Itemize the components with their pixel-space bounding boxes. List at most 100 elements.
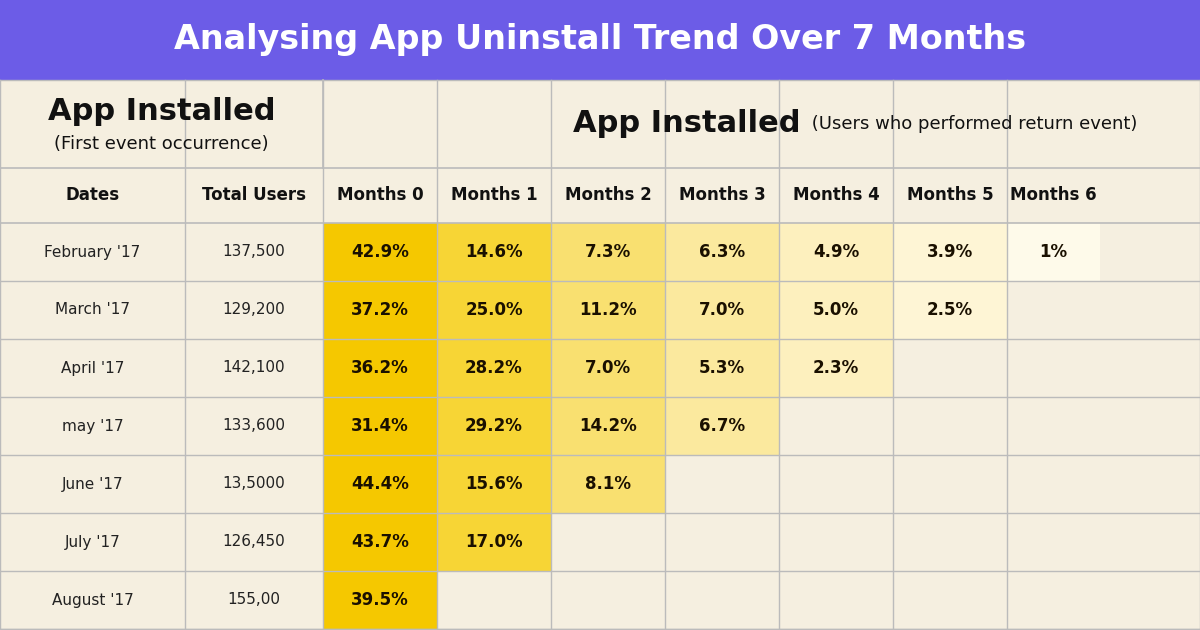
Text: August '17: August '17	[52, 592, 133, 607]
Text: Analysing App Uninstall Trend Over 7 Months: Analysing App Uninstall Trend Over 7 Mon…	[174, 23, 1026, 57]
Bar	[1007, 455, 1100, 513]
Bar	[185, 223, 323, 281]
Bar	[0, 168, 1200, 223]
Text: 2.5%: 2.5%	[926, 301, 973, 319]
Text: (First event occurrence): (First event occurrence)	[54, 135, 269, 153]
Text: February '17: February '17	[44, 244, 140, 260]
Bar	[0, 513, 185, 571]
Text: July '17: July '17	[65, 534, 120, 549]
Bar	[323, 513, 437, 571]
Text: (Users who performed return event): (Users who performed return event)	[806, 115, 1138, 133]
Text: 2.3%: 2.3%	[812, 359, 859, 377]
Bar	[779, 339, 893, 397]
Bar	[665, 513, 779, 571]
Bar	[779, 513, 893, 571]
Bar	[665, 281, 779, 339]
Bar	[893, 223, 1007, 281]
Bar	[1007, 223, 1100, 281]
Text: 8.1%: 8.1%	[586, 475, 631, 493]
Text: Months 4: Months 4	[793, 186, 880, 205]
Bar	[437, 281, 551, 339]
Text: 142,100: 142,100	[223, 360, 286, 375]
Bar	[893, 339, 1007, 397]
Text: may '17: may '17	[61, 418, 124, 433]
Bar	[185, 571, 323, 629]
Text: 15.6%: 15.6%	[466, 475, 523, 493]
Bar	[437, 339, 551, 397]
Bar	[665, 223, 779, 281]
Bar	[437, 455, 551, 513]
Text: 14.2%: 14.2%	[580, 417, 637, 435]
Bar	[665, 571, 779, 629]
Bar	[185, 339, 323, 397]
Text: 37.2%: 37.2%	[352, 301, 409, 319]
Text: 133,600: 133,600	[222, 418, 286, 433]
Text: April '17: April '17	[61, 360, 124, 375]
Text: 14.6%: 14.6%	[466, 243, 523, 261]
Text: Months 2: Months 2	[565, 186, 652, 205]
Bar	[893, 571, 1007, 629]
Text: 11.2%: 11.2%	[580, 301, 637, 319]
Text: June '17: June '17	[61, 476, 124, 491]
Bar	[779, 223, 893, 281]
Text: 13,5000: 13,5000	[223, 476, 286, 491]
Bar	[0, 571, 185, 629]
Bar	[0, 223, 185, 281]
Text: 39.5%: 39.5%	[352, 591, 409, 609]
Text: 7.3%: 7.3%	[584, 243, 631, 261]
Text: 29.2%: 29.2%	[466, 417, 523, 435]
Bar	[1007, 339, 1100, 397]
Bar	[0, 0, 1200, 80]
Text: 3.9%: 3.9%	[926, 243, 973, 261]
Bar	[0, 339, 185, 397]
Bar	[185, 397, 323, 455]
Bar	[551, 397, 665, 455]
Bar	[437, 513, 551, 571]
Text: Months 3: Months 3	[679, 186, 766, 205]
Bar	[551, 339, 665, 397]
Text: 43.7%: 43.7%	[352, 533, 409, 551]
Bar	[665, 455, 779, 513]
Bar	[1007, 571, 1100, 629]
Bar	[1007, 281, 1100, 339]
Text: 31.4%: 31.4%	[352, 417, 409, 435]
Text: 1%: 1%	[1039, 243, 1068, 261]
Bar	[665, 397, 779, 455]
Bar	[893, 281, 1007, 339]
Text: Months 1: Months 1	[451, 186, 538, 205]
Bar	[1007, 397, 1100, 455]
Bar	[779, 281, 893, 339]
Bar	[323, 223, 437, 281]
Text: Months 6: Months 6	[1010, 186, 1097, 205]
Bar	[893, 397, 1007, 455]
Bar	[323, 281, 437, 339]
Bar	[185, 281, 323, 339]
Text: 6.7%: 6.7%	[698, 417, 745, 435]
Bar	[665, 339, 779, 397]
Text: 6.3%: 6.3%	[698, 243, 745, 261]
Bar	[779, 455, 893, 513]
Bar	[779, 397, 893, 455]
Bar	[437, 223, 551, 281]
Text: 17.0%: 17.0%	[466, 533, 523, 551]
Bar	[551, 455, 665, 513]
Text: 7.0%: 7.0%	[584, 359, 631, 377]
Text: Months 0: Months 0	[337, 186, 424, 205]
Bar	[1007, 513, 1100, 571]
Text: App Installed: App Installed	[572, 110, 800, 139]
Text: 155,00: 155,00	[228, 592, 281, 607]
Bar	[0, 397, 185, 455]
Text: 4.9%: 4.9%	[812, 243, 859, 261]
Text: 126,450: 126,450	[223, 534, 286, 549]
Bar	[323, 339, 437, 397]
Text: 129,200: 129,200	[223, 302, 286, 318]
Text: 5.0%: 5.0%	[814, 301, 859, 319]
Bar	[437, 571, 551, 629]
Bar	[323, 397, 437, 455]
Text: 42.9%: 42.9%	[352, 243, 409, 261]
Bar	[551, 223, 665, 281]
Bar	[185, 513, 323, 571]
Text: 25.0%: 25.0%	[466, 301, 523, 319]
Bar	[0, 80, 1200, 168]
Bar	[0, 281, 185, 339]
